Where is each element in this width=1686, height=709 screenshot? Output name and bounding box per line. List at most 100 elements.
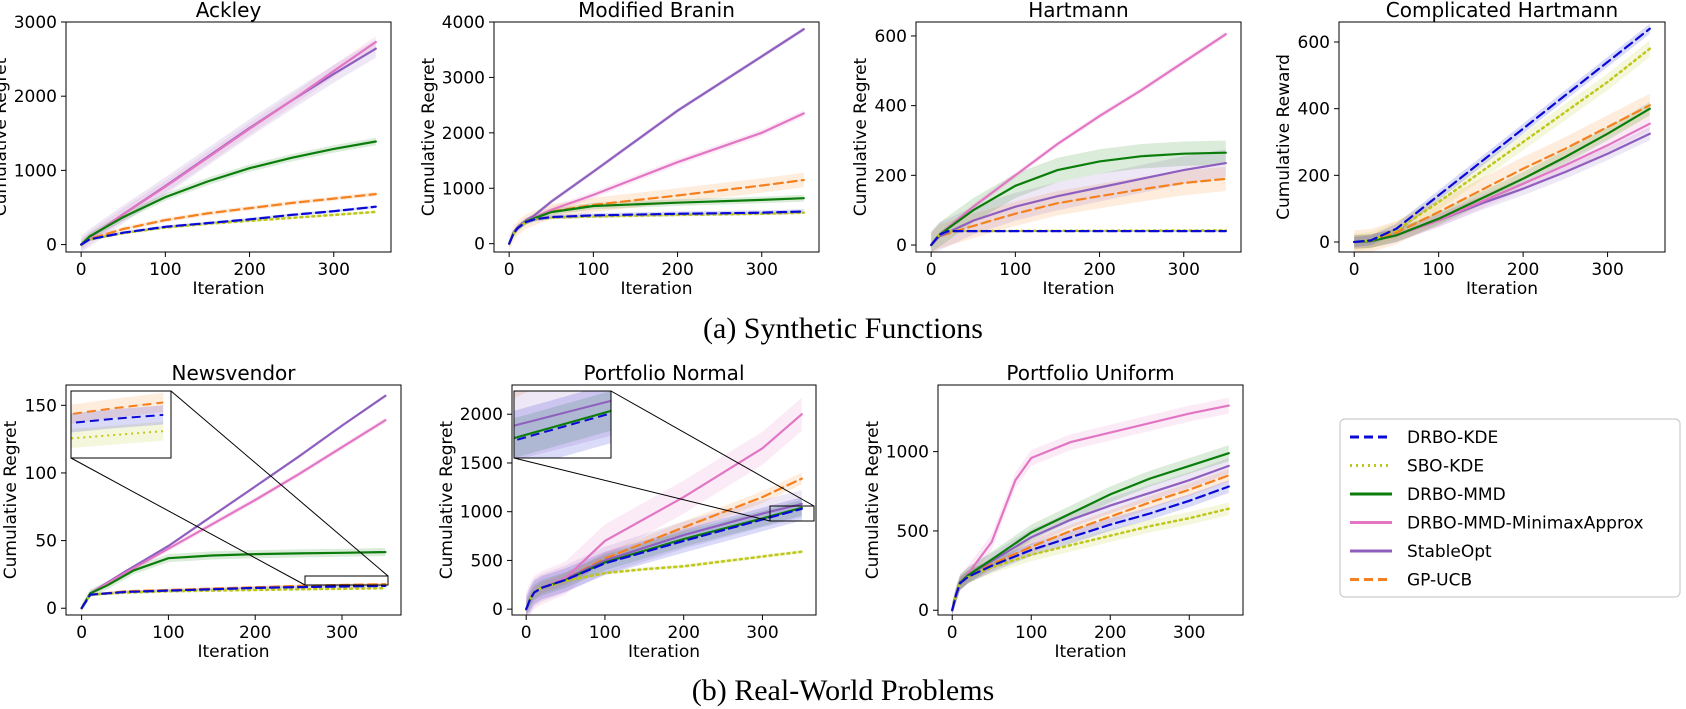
y-tick-label: 50 — [35, 532, 57, 552]
zoom-region-box — [769, 505, 815, 522]
zoom-inset — [513, 390, 815, 522]
band-drbo-mmd — [526, 500, 802, 615]
y-axis-label: Cumulative Regret — [437, 420, 457, 579]
y-axis-label: Cumulative Regret — [863, 420, 883, 579]
axes-frame — [1338, 21, 1666, 253]
x-tick-label: 300 — [326, 623, 358, 643]
y-tick-label: 0 — [918, 601, 929, 621]
y-tick-label: 400 — [1298, 100, 1330, 120]
inset-line-drbo-mmd-minimaxapprox — [0, 0, 163, 573]
chart-title: Modified Branin — [578, 0, 735, 22]
band-drbo-mmd — [931, 140, 1226, 252]
chart-title: Ackley — [196, 0, 262, 22]
y-axis-label: Cumulative Regret — [419, 57, 439, 216]
zoom-connector — [610, 390, 815, 507]
x-tick-label: 0 — [926, 260, 937, 280]
legend-label: DRBO-KDE — [1407, 428, 1498, 448]
band-sbo-kde — [1354, 40, 1650, 251]
legend-label: SBO-KDE — [1407, 457, 1484, 477]
x-tick-label: 300 — [1173, 623, 1205, 643]
y-tick-label: 3000 — [14, 13, 57, 33]
series-line-sbo-kde — [80, 586, 387, 610]
x-tick-label: 300 — [1591, 260, 1623, 280]
zoom-region-box — [304, 575, 389, 586]
x-tick-label: 0 — [76, 623, 87, 643]
axes-frame — [511, 384, 817, 616]
x-tick-label: 200 — [239, 623, 271, 643]
y-tick-label: 100 — [25, 464, 57, 484]
x-axis-label: Iteration — [628, 642, 700, 662]
band-gp-ucb — [952, 469, 1229, 615]
y-tick-label: 400 — [875, 97, 907, 117]
legend-entry-stableopt: StableOpt — [1350, 542, 1492, 562]
x-tick-label: 0 — [521, 623, 532, 643]
legend-label: StableOpt — [1407, 542, 1492, 562]
series-line-drbo-kde — [951, 485, 1230, 612]
chart-portfolio-uniform: 0 100 200 300 0 500 1000 Portfolio Uniform Itera… — [863, 361, 1244, 662]
y-tick-label: 600 — [875, 27, 907, 47]
band-gp-ucb — [526, 472, 802, 615]
plot-area — [79, 36, 378, 252]
series-line-drbo-kde — [80, 584, 387, 610]
chart-hartmann: 0 100 200 300 0 200 400 600 Hartmann Iteration Cum… — [851, 0, 1242, 299]
axes-frame — [937, 384, 1244, 616]
plot-area — [507, 27, 806, 251]
x-axis-label: Iteration — [620, 279, 692, 299]
legend-entry-gp-ucb: GP-UCB — [1350, 571, 1472, 591]
zoom-inset — [0, 0, 389, 602]
y-tick-label: 2000 — [14, 87, 57, 107]
y-tick-label: 0 — [492, 600, 503, 620]
band-drbo-mmd-minimaxapprox — [81, 417, 386, 611]
x-tick-label: 300 — [318, 260, 350, 280]
axes-frame — [65, 21, 392, 253]
y-tick-label: 500 — [897, 522, 929, 542]
inset-line-drbo-kde — [71, 413, 164, 424]
inset-line-drbo-mmd — [0, 176, 163, 573]
zoom-inset-frame — [513, 390, 612, 459]
y-axis-label: Cumulative Regret — [0, 57, 11, 216]
band-drbo-mmd — [81, 548, 386, 613]
series-line-drbo-mmd — [80, 140, 377, 246]
chart-complicated-hartmann: 0 100 200 300 0 200 400 600 Complicated Hartmann… — [1274, 0, 1666, 299]
y-tick-label: 600 — [1298, 33, 1330, 53]
plot-area — [80, 394, 387, 613]
series-line-drbo-mmd — [930, 151, 1227, 247]
y-axis-label: Cumulative Reward — [1274, 54, 1294, 220]
series-line-gp-ucb — [80, 193, 377, 246]
inset-band-drbo-mmd — [0, 147, 163, 602]
x-tick-label: 300 — [746, 623, 778, 643]
x-tick-label: 100 — [149, 260, 181, 280]
x-tick-label: 0 — [504, 260, 515, 280]
y-tick-label: 4000 — [442, 13, 485, 33]
band-sbo-kde — [952, 502, 1229, 615]
x-tick-label: 300 — [1168, 260, 1200, 280]
legend-entry-drbo-kde: DRBO-KDE — [1350, 428, 1498, 448]
y-tick-label: 200 — [875, 166, 907, 186]
series-line-drbo-kde — [525, 507, 803, 611]
series-line-sbo-kde — [1352, 47, 1652, 244]
caption-real-world: (b) Real-World Problems — [692, 674, 995, 707]
x-tick-label: 100 — [577, 260, 609, 280]
x-tick-label: 0 — [947, 623, 958, 643]
zoom-inset-frame — [70, 390, 172, 459]
y-tick-label: 1000 — [886, 443, 929, 463]
x-tick-label: 0 — [76, 260, 87, 280]
series-line-drbo-mmd-minimaxapprox — [80, 419, 387, 610]
y-tick-label: 0 — [46, 236, 57, 256]
y-tick-label: 3000 — [442, 68, 485, 88]
y-tick-label: 0 — [46, 599, 57, 619]
plot-area — [950, 397, 1231, 615]
x-tick-label: 200 — [1507, 260, 1539, 280]
chart-ackley: 0 100 200 3000100020003000AckleyIterationCu… — [0, 0, 392, 299]
band-sbo-kde — [526, 549, 802, 612]
y-tick-label: 200 — [1298, 166, 1330, 186]
legend: DRBO-KDE SBO-KDE DRBO-MMD DRBO-MMD-MinimaxA… — [1339, 418, 1681, 598]
caption-synthetic: (a) Synthetic Functions — [703, 312, 983, 345]
series-line-drbo-kde — [80, 205, 377, 246]
legend-box — [1339, 418, 1681, 598]
axes-frame — [65, 384, 402, 616]
zoom-connector — [513, 457, 771, 522]
